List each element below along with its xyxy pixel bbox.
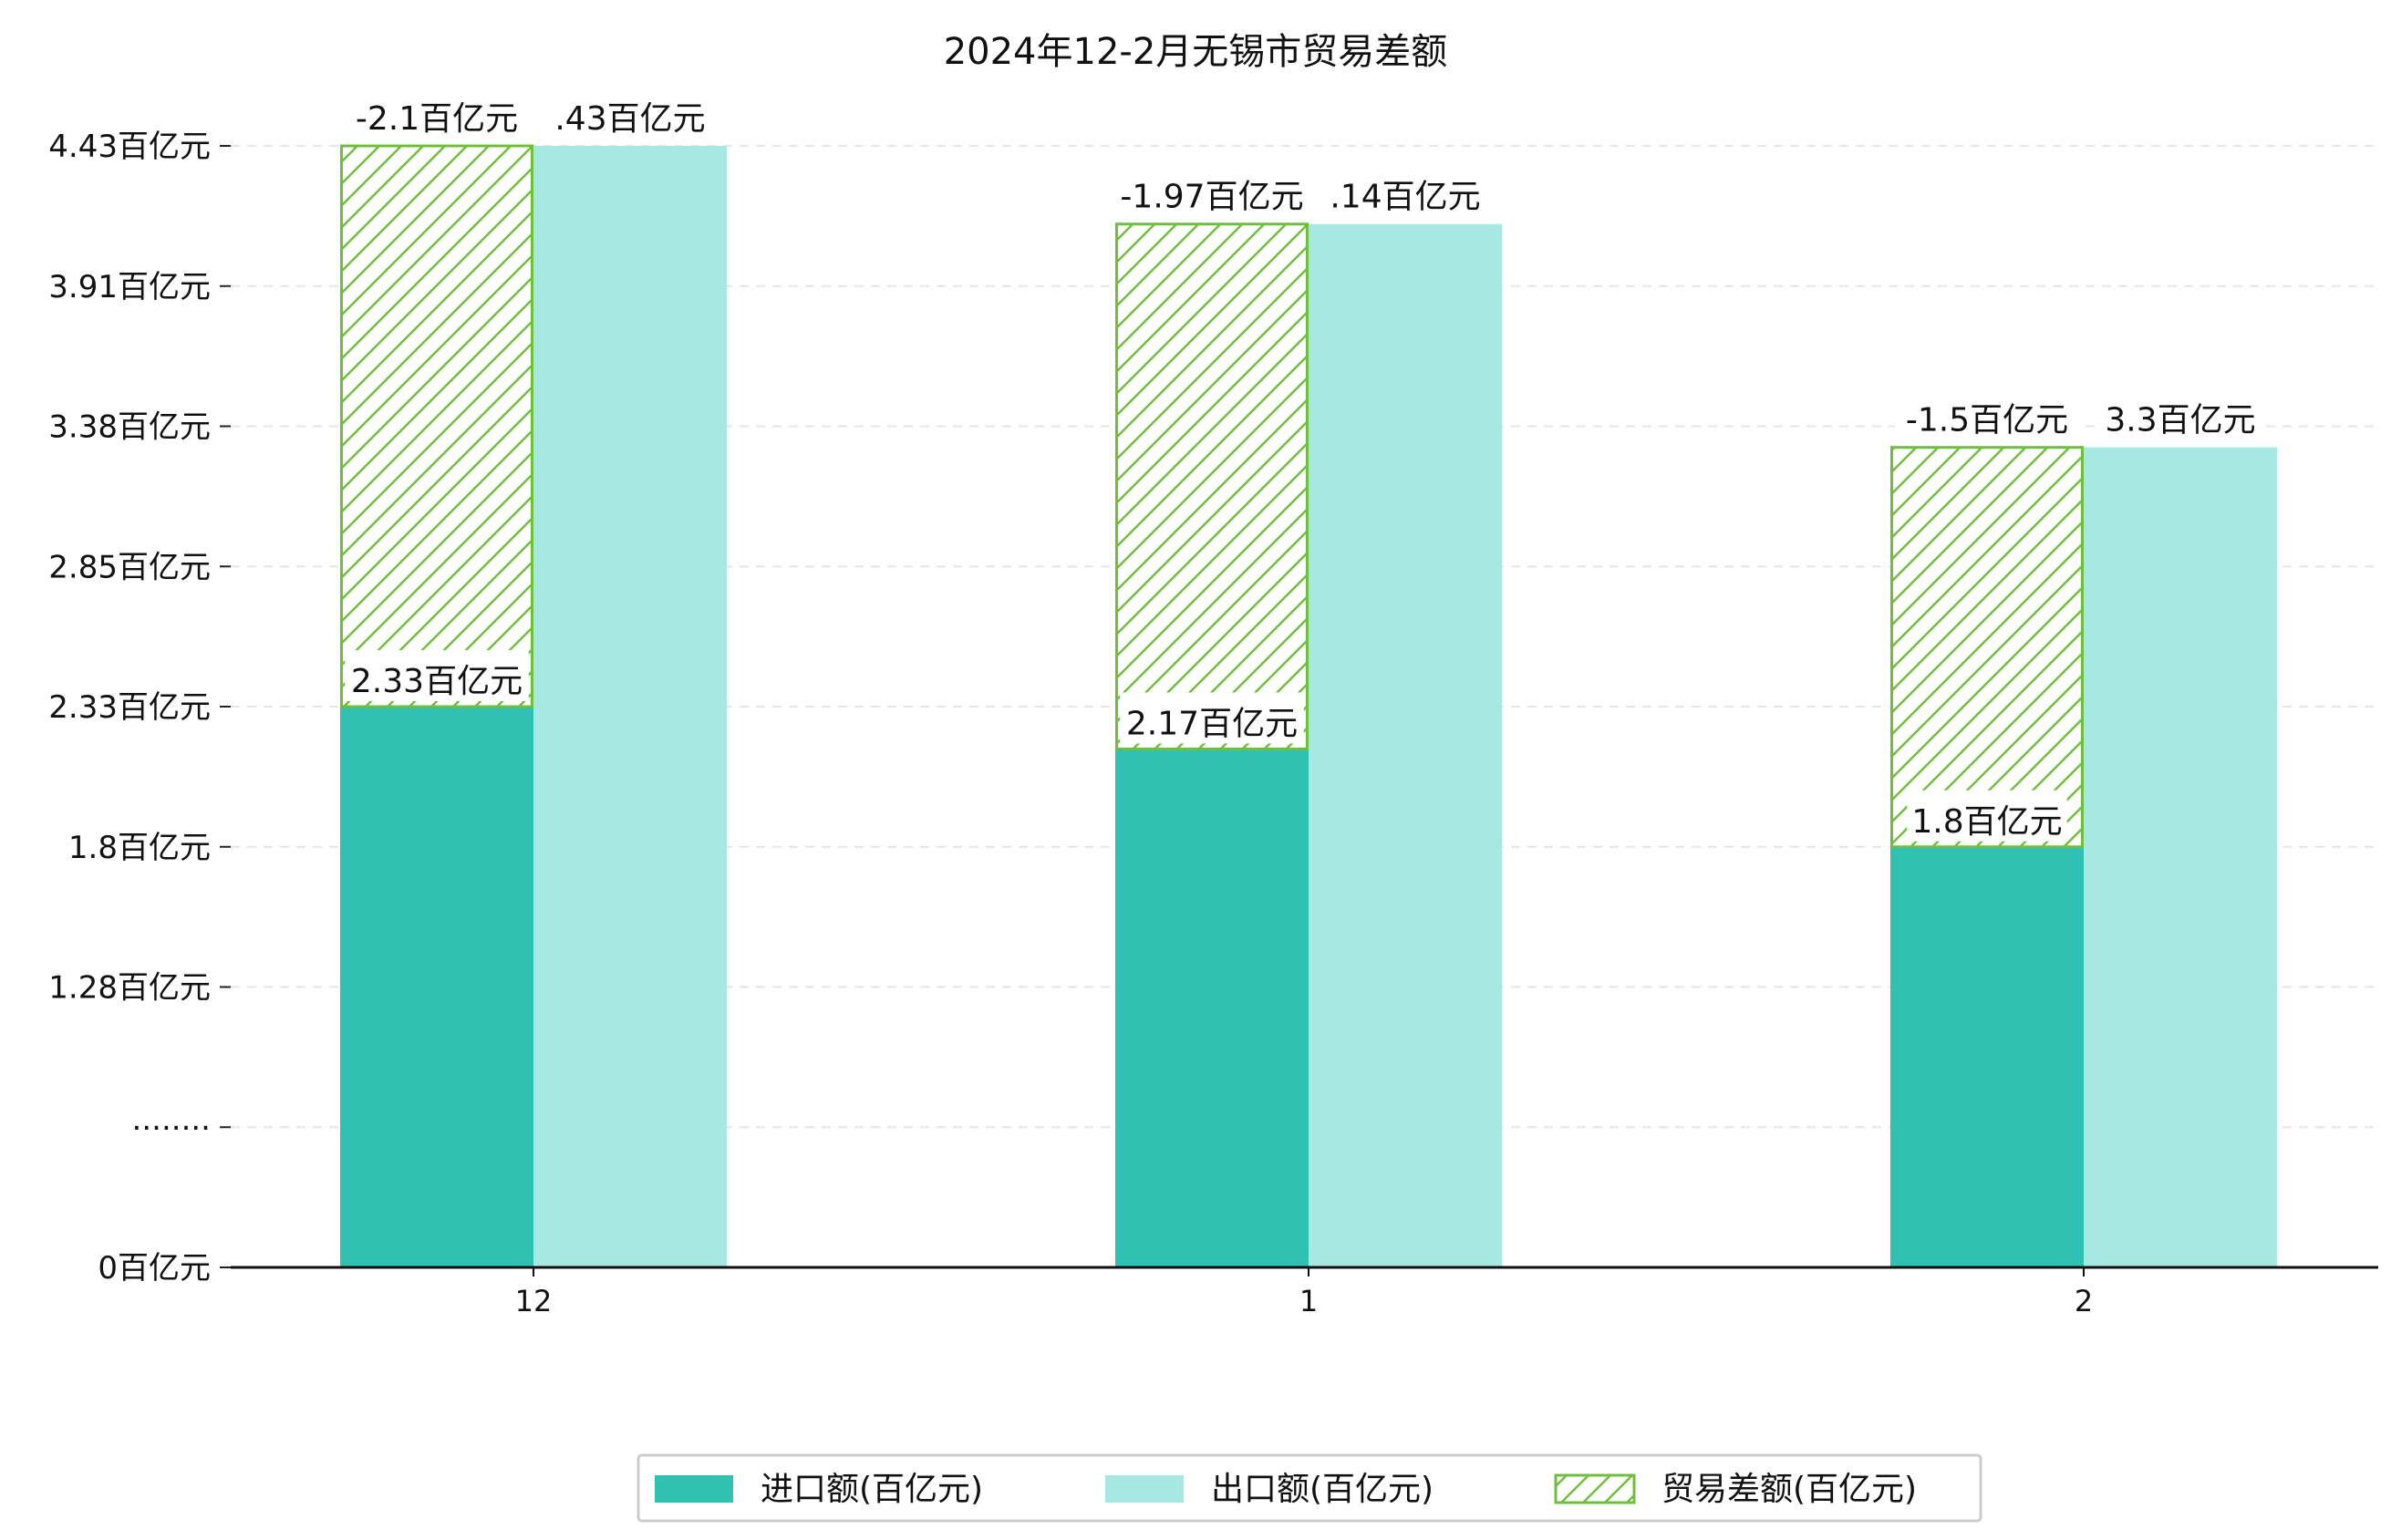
bars: [340, 144, 2277, 1268]
data-label-import: 1.8百亿元: [1907, 790, 2067, 842]
data-label-import: 2.17百亿元: [1120, 692, 1304, 744]
data-label-export-bg: [550, 88, 710, 139]
data-label-import-text: 2.33百亿元: [351, 663, 523, 700]
y-tick-label: 1.28百亿元: [48, 970, 211, 1007]
y-tick-label: 3.38百亿元: [48, 409, 211, 446]
data-label-export-text: 3.3百亿元: [2105, 402, 2255, 439]
data-label-import: 2.33百亿元: [345, 650, 529, 701]
y-tick-label: 3.91百亿元: [48, 269, 211, 305]
data-label-export: 3.3百亿元: [2100, 388, 2261, 440]
bar-export: [533, 146, 727, 1267]
data-labels: 2.33百亿元 .43百亿元 -2.1百亿元 2.17百亿元 .14百亿元 -1.97百亿…: [345, 88, 2261, 842]
data-label-trade-balance: -1.5百亿元: [1895, 388, 2079, 440]
axes: 0百亿元 ········ 1.28百亿元 1.8百亿元 2.33百亿元 2.85百亿元 3…: [48, 129, 2378, 1318]
data-label-export-bg: [2100, 388, 2261, 440]
data-label-trade-balance-text: -2.1百亿元: [356, 100, 518, 138]
bar-trade-balance: [340, 144, 533, 708]
data-label-import-text: 1.8百亿元: [1911, 803, 2062, 841]
bar-trade-balance: [1115, 222, 1309, 750]
x-tick-label: 2: [2075, 1284, 2093, 1318]
y-tick-label: 2.33百亿元: [48, 689, 211, 726]
bar-export: [1309, 223, 1502, 1267]
legend-swatch: [1105, 1475, 1184, 1503]
y-tick-label: ········: [132, 1110, 211, 1146]
x-tick-label: 12: [515, 1284, 553, 1318]
data-label-trade-balance: -2.1百亿元: [345, 88, 529, 139]
data-label-import-text: 2.17百亿元: [1126, 705, 1298, 742]
data-label-trade-balance-bg: [1108, 165, 1316, 217]
legend-label: 贸易差额(百亿元): [1661, 1471, 1917, 1508]
data-label-trade-balance-bg: [1895, 388, 2079, 440]
x-tick-label: 1: [1299, 1284, 1318, 1318]
bar-import: [340, 707, 533, 1267]
y-tick-label: 2.85百亿元: [48, 549, 211, 585]
legend-label: 进口额(百亿元): [761, 1471, 983, 1508]
y-tick-label: 4.43百亿元: [48, 129, 211, 165]
data-label-trade-balance-text: -1.97百亿元: [1120, 179, 1303, 216]
data-label-import-bg: [345, 650, 529, 701]
y-tick-label: 0百亿元: [98, 1250, 211, 1287]
legend-label: 出口额(百亿元): [1211, 1471, 1434, 1508]
legend-box: [637, 1453, 1982, 1523]
data-label-trade-balance-bg: [345, 88, 529, 139]
legend-swatch: [1554, 1473, 1636, 1504]
data-label-export: .14百亿元: [1325, 165, 1485, 217]
legend: 进口额(百亿元) 出口额(百亿元) 贸易差额(百亿元): [637, 1453, 1982, 1523]
chart-title: 2024年12-2月无锡市贸易差额: [944, 31, 1448, 73]
data-label-export-text: .14百亿元: [1330, 179, 1480, 216]
data-label-trade-balance-text: -1.5百亿元: [1906, 402, 2068, 439]
y-tick-label: 1.8百亿元: [68, 830, 211, 866]
legend-swatch: [655, 1475, 733, 1503]
bar-trade-balance: [1890, 446, 2084, 849]
bar-import: [1115, 749, 1309, 1267]
data-label-import-bg: [1907, 790, 2067, 842]
data-label-export-bg: [1325, 165, 1485, 217]
data-label-export: .43百亿元: [550, 88, 710, 139]
data-label-import-bg: [1120, 692, 1304, 744]
bar-import: [1890, 846, 2084, 1267]
bar-export: [2084, 447, 2277, 1268]
data-label-trade-balance: -1.97百亿元: [1108, 165, 1316, 217]
data-label-export-text: .43百亿元: [554, 100, 705, 138]
